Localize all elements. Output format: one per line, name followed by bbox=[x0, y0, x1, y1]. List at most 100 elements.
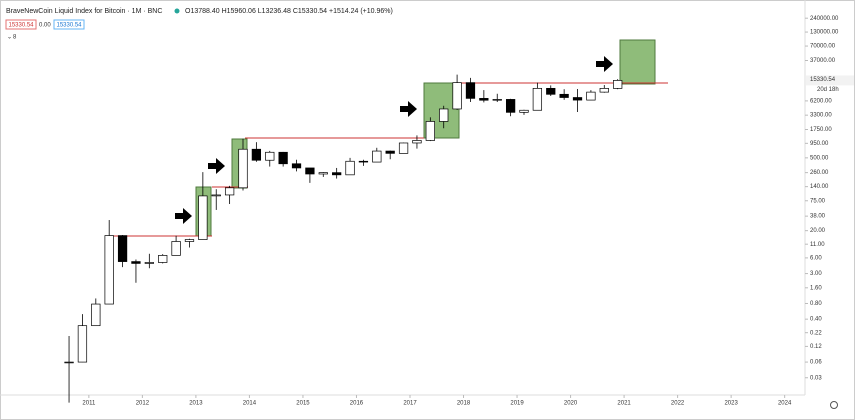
projection-box bbox=[619, 39, 656, 85]
candle-body bbox=[318, 172, 328, 175]
y-tick-label: 20.00 bbox=[810, 228, 826, 234]
arrow bbox=[208, 158, 225, 174]
candle-body bbox=[452, 82, 462, 110]
candle-body bbox=[251, 148, 262, 161]
candles bbox=[64, 74, 623, 403]
y-tick-label: 37000.00 bbox=[810, 58, 836, 64]
y-tick-label: 11.00 bbox=[810, 242, 825, 248]
x-tick-label: 2012 bbox=[136, 401, 150, 407]
candle-body bbox=[64, 361, 74, 364]
y-tick-label: 0.40 bbox=[810, 317, 822, 323]
price-label: 15330.54 bbox=[810, 77, 836, 83]
x-tick-label: 2013 bbox=[189, 401, 203, 407]
candle-body bbox=[532, 87, 543, 111]
candle-body bbox=[559, 93, 569, 98]
x-tick-label: 2011 bbox=[82, 401, 96, 407]
x-tick-label: 2019 bbox=[510, 401, 524, 407]
candle-body bbox=[479, 98, 489, 101]
candle-body bbox=[385, 150, 395, 154]
candle-body bbox=[546, 87, 556, 95]
candle-body bbox=[224, 187, 235, 196]
candle-body bbox=[372, 150, 382, 163]
y-tick-label: 1750.00 bbox=[810, 127, 832, 133]
candle-body bbox=[332, 172, 342, 176]
candle-body bbox=[519, 109, 529, 113]
y-tick-label: 6.00 bbox=[810, 255, 822, 261]
y-tick-label: 3300.00 bbox=[810, 113, 832, 119]
y-tick-label: 75.00 bbox=[810, 198, 826, 204]
y-tick-label: 0.80 bbox=[810, 301, 822, 307]
x-tick-label: 2018 bbox=[457, 401, 471, 407]
candle-body bbox=[131, 261, 141, 264]
x-tick-label: 2016 bbox=[350, 401, 364, 407]
candle-body bbox=[104, 235, 114, 305]
sell-price[interactable]: 15330.54 bbox=[8, 23, 34, 29]
candle-body bbox=[505, 99, 516, 113]
x-tick-label: 2023 bbox=[724, 401, 738, 407]
y-tick-label: 0.22 bbox=[810, 330, 822, 336]
x-tick-label: 2024 bbox=[778, 401, 792, 407]
candle-body bbox=[265, 151, 275, 161]
buy-button[interactable] bbox=[53, 19, 85, 30]
candle-body bbox=[398, 142, 409, 154]
candle-body bbox=[211, 194, 221, 197]
candle-body bbox=[77, 325, 88, 363]
candle-body bbox=[198, 195, 208, 240]
candle-body bbox=[586, 91, 596, 101]
buy-price[interactable]: 15330.54 bbox=[56, 23, 82, 29]
indicators-count[interactable]: 8 bbox=[13, 35, 17, 41]
x-tick-label: 2022 bbox=[671, 401, 685, 407]
arrow bbox=[400, 101, 417, 117]
candle-body bbox=[171, 241, 181, 256]
candle-body bbox=[358, 160, 369, 163]
candle-body bbox=[278, 151, 288, 165]
candle-body bbox=[599, 88, 609, 93]
spread: 0.00 bbox=[39, 23, 51, 29]
symbol-title: BraveNewCoin Liquid Index for Bitcoin · … bbox=[6, 8, 162, 15]
candle-body bbox=[158, 255, 168, 263]
arrow bbox=[596, 56, 613, 72]
candle-body bbox=[425, 121, 435, 141]
y-tick-label: 130000.00 bbox=[810, 30, 839, 36]
indicators-toggle[interactable]: ⌄ bbox=[7, 35, 12, 41]
candle-body bbox=[572, 97, 583, 101]
settings-icon[interactable] bbox=[830, 401, 838, 409]
y-tick-label: 0.03 bbox=[810, 375, 822, 381]
x-tick-label: 2017 bbox=[403, 401, 417, 407]
candle-body bbox=[613, 80, 623, 89]
y-tick-label: 950.00 bbox=[810, 141, 829, 147]
candle-body bbox=[305, 167, 315, 175]
candle-body bbox=[144, 262, 154, 264]
x-tick-label: 2021 bbox=[617, 401, 631, 407]
y-tick-label: 1.60 bbox=[810, 285, 822, 291]
x-tick-label: 2014 bbox=[243, 401, 257, 407]
price-label-bg bbox=[806, 75, 854, 86]
y-tick-label: 260.00 bbox=[810, 170, 829, 176]
candle-body bbox=[412, 140, 422, 144]
y-tick-label: 500.00 bbox=[810, 155, 829, 161]
sell-button[interactable] bbox=[5, 19, 37, 30]
status-dot bbox=[174, 8, 180, 14]
candle-body bbox=[238, 148, 248, 189]
y-tick-label: 3.00 bbox=[810, 271, 822, 277]
arrow bbox=[175, 208, 192, 224]
candle-body bbox=[465, 82, 476, 99]
candle-body bbox=[492, 99, 502, 101]
y-tick-label: 70000.00 bbox=[810, 44, 836, 50]
countdown: 20d 18h bbox=[817, 87, 839, 93]
y-tick-label: 0.06 bbox=[810, 360, 822, 366]
ohlc-values: O13788.40 H15960.06 L13236.48 C15330.54 … bbox=[185, 8, 393, 15]
candle-body bbox=[184, 239, 195, 242]
candle-body bbox=[91, 303, 101, 327]
y-tick-label: 140.00 bbox=[810, 184, 829, 190]
y-tick-label: 6200.00 bbox=[810, 98, 832, 104]
candle-body bbox=[117, 235, 128, 262]
y-tick-label: 38.00 bbox=[810, 214, 826, 220]
x-tick-label: 2020 bbox=[564, 401, 578, 407]
y-tick-label: 240000.00 bbox=[810, 16, 839, 22]
candle-body bbox=[439, 108, 449, 122]
x-tick-label: 2015 bbox=[296, 401, 310, 407]
candle-body bbox=[345, 160, 355, 176]
